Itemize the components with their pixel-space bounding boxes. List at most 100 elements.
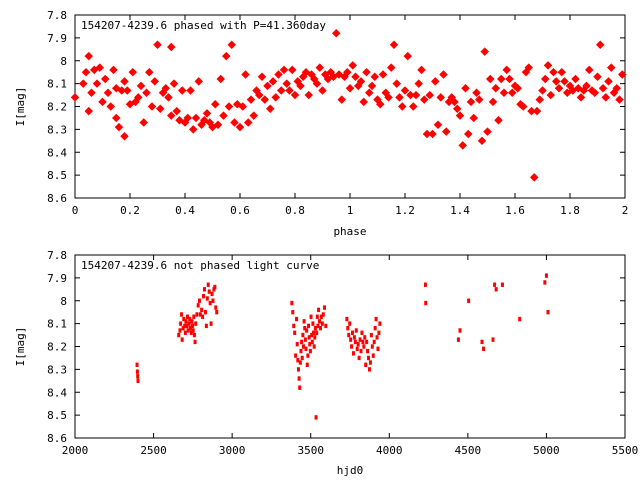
data-point <box>188 316 192 322</box>
data-point <box>500 282 504 287</box>
data-point <box>425 90 434 100</box>
data-point <box>365 88 374 98</box>
data-point <box>477 136 487 146</box>
data-point <box>467 298 471 303</box>
data-point <box>84 106 93 116</box>
data-point <box>290 300 294 306</box>
data-point <box>305 328 309 333</box>
x-tick-label: 2000 <box>62 444 89 457</box>
data-point <box>442 127 451 136</box>
data-point <box>314 415 318 420</box>
data-point <box>288 65 297 75</box>
data-point <box>392 79 401 88</box>
data-point <box>598 83 608 93</box>
data-point <box>604 77 613 86</box>
x-tick-label: 0 <box>72 204 79 217</box>
data-point <box>277 86 286 95</box>
data-point <box>187 321 191 326</box>
data-point <box>212 287 216 292</box>
data-point <box>227 40 236 49</box>
data-point <box>543 61 553 70</box>
data-point <box>411 90 421 100</box>
data-point <box>310 339 314 345</box>
data-point <box>196 303 200 308</box>
data-point <box>360 330 364 335</box>
data-point <box>337 95 346 104</box>
data-point <box>303 337 307 342</box>
data-point <box>182 316 186 322</box>
data-point <box>194 77 203 86</box>
plot-title: 154207-4239.6 phased with P=41.360day <box>81 19 326 32</box>
data-point <box>355 346 359 351</box>
y-tick-label: 8.6 <box>47 192 67 205</box>
y-tick-label: 8.5 <box>47 409 67 422</box>
data-point <box>257 72 267 82</box>
y-tick-label: 7.8 <box>47 9 67 22</box>
data-point <box>347 332 351 338</box>
data-point <box>307 335 311 340</box>
data-point <box>178 328 182 333</box>
data-point <box>306 353 310 358</box>
data-point <box>307 323 311 329</box>
data-point <box>367 355 371 361</box>
x-axis-label: hjd0 <box>337 464 364 477</box>
data-point <box>439 70 448 79</box>
data-point <box>352 335 356 340</box>
data-point <box>204 323 208 329</box>
data-point <box>311 321 315 326</box>
y-axis-label: I[mag] <box>14 87 27 127</box>
data-point <box>120 131 129 141</box>
data-point <box>201 314 205 319</box>
data-point <box>544 273 548 278</box>
data-point <box>453 104 462 114</box>
x-tick-label: 5500 <box>612 444 639 457</box>
data-point <box>186 314 190 319</box>
data-point <box>362 67 371 77</box>
data-point <box>208 300 212 306</box>
data-point <box>156 104 165 114</box>
data-point <box>200 307 204 313</box>
y-tick-label: 8 <box>60 295 67 308</box>
data-point <box>596 40 605 49</box>
data-point <box>183 330 187 335</box>
data-point <box>298 360 302 365</box>
data-point <box>304 90 313 100</box>
data-point <box>345 316 349 322</box>
data-point <box>191 113 201 123</box>
x-tick-label: 3000 <box>219 444 246 457</box>
data-point <box>354 328 358 333</box>
data-point <box>293 330 297 335</box>
y-axis-label: I[mag] <box>14 327 27 367</box>
data-point <box>343 67 352 77</box>
data-point <box>387 63 396 72</box>
x-tick-label: 0.6 <box>230 204 250 217</box>
data-point <box>349 337 353 342</box>
data-point <box>571 74 580 84</box>
data-point <box>235 122 245 132</box>
y-tick-label: 7.9 <box>47 272 67 285</box>
data-point <box>480 339 484 345</box>
data-point <box>184 319 188 324</box>
data-point <box>436 93 445 102</box>
data-point <box>494 287 498 292</box>
data-point <box>211 99 220 109</box>
data-point <box>458 141 467 150</box>
data-point <box>615 95 624 104</box>
data-point <box>84 51 93 61</box>
data-point <box>480 47 489 56</box>
data-point <box>364 362 368 367</box>
data-point <box>213 120 223 130</box>
data-point <box>192 332 196 338</box>
data-point <box>213 284 217 290</box>
data-point <box>295 316 299 322</box>
data-point <box>169 79 179 88</box>
data-point <box>297 376 301 381</box>
x-tick-label: 4500 <box>455 444 482 457</box>
data-point <box>186 328 190 333</box>
data-point <box>493 282 497 287</box>
y-tick-label: 8 <box>60 55 67 68</box>
data-point <box>315 330 319 335</box>
data-point <box>298 385 302 390</box>
phased-light-curve-panel: 0 0.2 0.4 0.6 0.8 1 1.2 1.4 1.6 1.8 2 7.8 7.9 8 8.1 8.2… <box>14 9 628 238</box>
